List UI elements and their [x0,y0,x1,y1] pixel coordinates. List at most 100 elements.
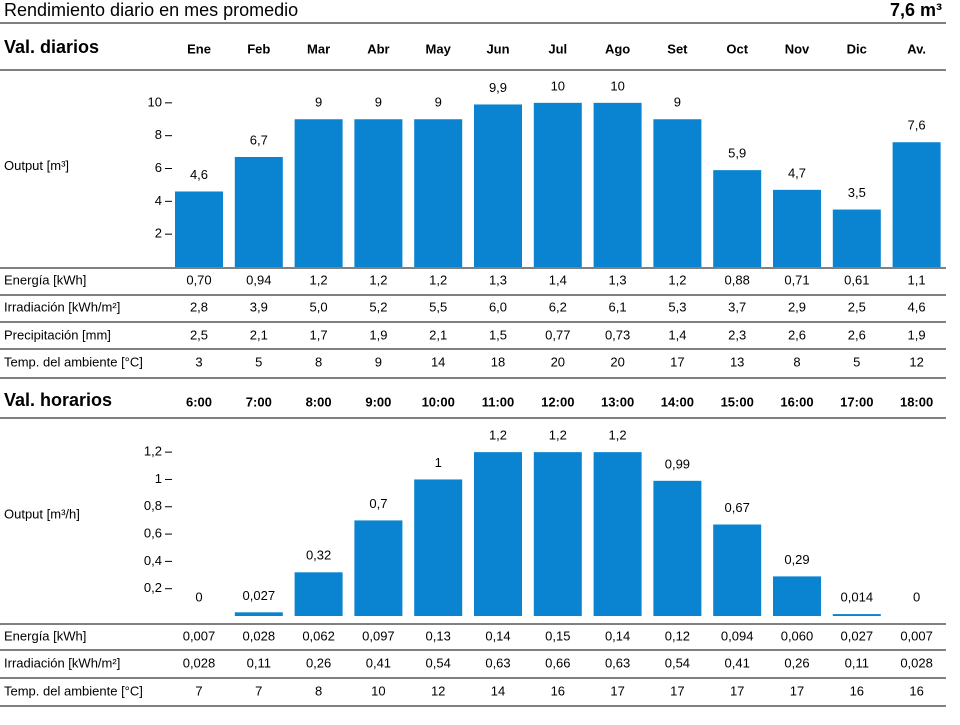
cell: 0,71 [784,272,809,287]
cell: 6,1 [609,299,627,314]
row-label: Temp. del ambiente [°C] [4,354,143,369]
cell: 2,1 [429,327,447,342]
bar [474,104,522,267]
y-tick-label: 8 [155,127,162,142]
value-label: 10 [551,78,565,93]
cell: 1,2 [369,272,387,287]
row-label: Irradiación [kWh/m²] [4,299,120,314]
x-tick-label: Dic [847,41,867,56]
cell: 4,6 [908,299,926,314]
x-tick-label: 8:00 [306,394,332,409]
value-label: 0,99 [665,456,690,471]
cell: 17 [670,354,684,369]
cell: 2,8 [190,299,208,314]
cell: 1,9 [369,327,387,342]
x-tick-label: 9:00 [365,394,391,409]
value-label: 1 [435,455,442,470]
cell: 5,0 [310,299,328,314]
cell: 0,94 [246,272,271,287]
y-tick-label: 1,2 [144,444,162,459]
bar [892,142,941,267]
cell: 18 [491,354,505,369]
cell: 3,9 [250,299,268,314]
cell: 10 [371,683,385,698]
cell: 3,7 [728,299,746,314]
value-label: 0,29 [784,552,809,567]
cell: 0,26 [784,655,809,670]
x-tick-label: Jul [548,41,567,56]
y-tick-label: 0,2 [144,580,162,595]
bar [234,157,283,267]
cell: 16 [909,683,923,698]
bar [773,576,821,616]
y-tick-label: 6 [155,160,162,175]
cell: 2,3 [728,327,746,342]
cell: 7 [255,683,262,698]
value-label: 6,7 [250,132,268,147]
x-tick-label: Feb [247,41,270,56]
cell: 2,1 [250,327,268,342]
x-tick-label: Set [667,41,688,56]
cell: 1,7 [310,327,328,342]
cell: 5 [853,354,860,369]
cell: 9 [375,354,382,369]
row-label: Irradiación [kWh/m²] [4,655,120,670]
report-title: Rendimiento diario en mes promedio [4,0,298,20]
cell: 0,41 [366,655,391,670]
cell: 0,060 [781,628,814,643]
bar [414,119,463,267]
row-label: Energía [kWh] [4,628,86,643]
value-label: 0,67 [725,500,750,515]
value-label: 0,32 [306,548,331,563]
x-tick-label: Abr [367,41,389,56]
cell: 0,15 [545,628,570,643]
x-tick-label: 10:00 [422,394,455,409]
bar [832,209,881,267]
cell: 17 [730,683,744,698]
value-label: 9 [674,95,681,110]
cell: 8 [315,683,322,698]
x-tick-label: Mar [307,41,330,56]
cell: 20 [610,354,624,369]
row-label: Energía [kWh] [4,272,86,287]
cell: 1,2 [310,272,328,287]
cell: 1,3 [489,272,507,287]
value-label: 0 [195,589,202,604]
y-tick-label: 0,8 [144,498,162,513]
value-label: 9 [375,95,382,110]
x-tick-label: 17:00 [840,394,873,409]
cell: 1,9 [908,327,926,342]
cell: 0,63 [485,655,510,670]
cell: 1,1 [908,272,926,287]
value-label: 7,6 [908,118,926,133]
value-label: 9 [315,95,322,110]
bar [593,452,642,616]
cell: 8 [315,354,322,369]
y-axis-label: Output [m³/h] [4,506,80,521]
value-label: 0,7 [369,496,387,511]
cell: 0,63 [605,655,630,670]
bar [593,102,642,267]
cell: 3 [195,354,202,369]
cell: 7 [195,683,202,698]
cell: 0,26 [306,655,331,670]
x-tick-label: 16:00 [780,394,813,409]
cell: 0,14 [605,628,630,643]
cell: 0,66 [545,655,570,670]
cell: 0,41 [725,655,750,670]
bar [474,452,522,616]
cell: 1,4 [549,272,567,287]
bar [832,614,881,616]
cell: 0,73 [605,327,630,342]
row-label: Temp. del ambiente [°C] [4,683,143,698]
cell: 0,11 [247,655,271,670]
section-title: Val. horarios [4,390,112,410]
cell: 8 [793,354,800,369]
value-label: 1,2 [609,428,627,443]
cell: 12 [909,354,923,369]
x-tick-label: 18:00 [900,394,933,409]
cell: 1,2 [429,272,447,287]
value-label: 4,6 [190,167,208,182]
cell: 0,12 [665,628,690,643]
cell: 0,14 [485,628,510,643]
